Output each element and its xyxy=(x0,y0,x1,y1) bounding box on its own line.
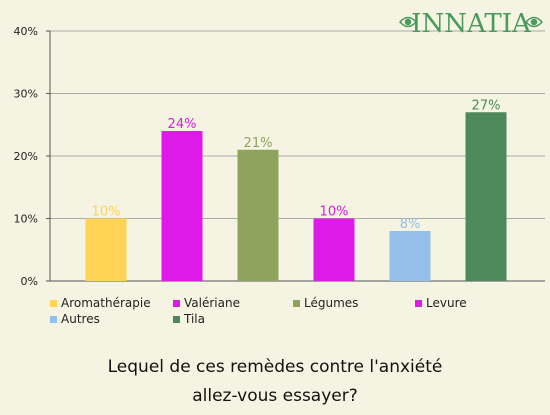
data-label: 10% xyxy=(320,205,349,220)
data-label: 21% xyxy=(244,136,273,151)
bar xyxy=(389,231,431,281)
legend-label: Tila xyxy=(184,312,205,326)
legend-item: Légumes xyxy=(293,296,358,310)
bar xyxy=(161,131,203,281)
innatia-logo: INNATIA xyxy=(398,9,544,39)
question-line-2: allez-vous essayer? xyxy=(192,386,358,406)
legend-label: Valériane xyxy=(184,296,240,310)
poll-question: Lequel de ces remèdes contre l'anxiété a… xyxy=(0,353,550,411)
legend-item: Valériane xyxy=(173,296,240,310)
y-tick-label: 0% xyxy=(21,275,38,288)
data-label: 27% xyxy=(472,98,501,113)
legend-swatch xyxy=(50,315,57,323)
data-label: 24% xyxy=(168,117,197,132)
legend-swatch xyxy=(415,299,422,307)
legend-label: Légumes xyxy=(304,296,359,310)
legend-swatch xyxy=(173,315,180,323)
bar-chart: 0% 10% 20% 30% 40% 10% 24% 21% 10% 8% 27% xyxy=(14,25,545,288)
legend-item: Autres xyxy=(50,312,100,326)
y-tick-label: 20% xyxy=(14,150,38,163)
legend-item: Aromathérapie xyxy=(50,296,151,310)
legend-label: Aromathérapie xyxy=(61,296,151,310)
bar xyxy=(237,149,279,281)
y-tick-label: 40% xyxy=(14,25,38,38)
legend-swatch xyxy=(293,299,300,307)
legend-label: Levure xyxy=(426,296,467,310)
legend-swatch xyxy=(50,299,57,307)
legend-item: Levure xyxy=(415,296,467,310)
bar xyxy=(465,112,507,281)
question-line-1: Lequel de ces remèdes contre l'anxiété xyxy=(107,357,443,377)
legend-item: Tila xyxy=(173,312,205,326)
logo-text: INNATIA xyxy=(411,9,532,39)
data-label: 8% xyxy=(400,217,421,232)
bar xyxy=(313,218,355,281)
bar xyxy=(85,218,127,281)
y-tick-label: 30% xyxy=(14,88,38,101)
legend-swatch xyxy=(173,299,180,307)
y-tick-label: 10% xyxy=(14,213,38,226)
data-label: 10% xyxy=(92,205,121,220)
legend-label: Autres xyxy=(61,312,100,326)
